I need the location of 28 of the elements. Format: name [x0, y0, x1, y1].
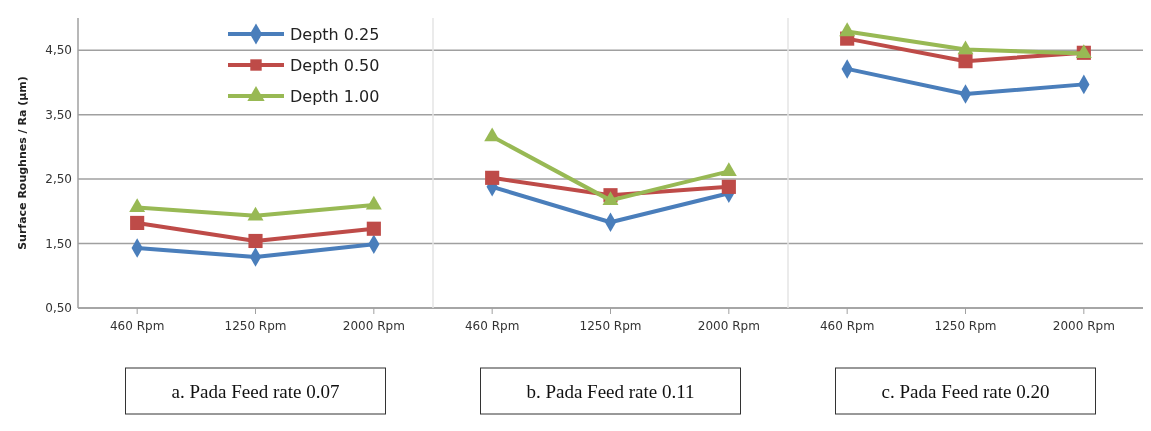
point — [485, 170, 500, 185]
x-tick-label: 1250 Rpm — [224, 319, 287, 333]
point — [839, 22, 856, 37]
legend-label: Depth 0.50 — [290, 55, 380, 75]
y-tick-label: 0,50 — [45, 301, 72, 316]
x-tick-label: 460 Rpm — [819, 319, 875, 333]
x-tick-label: 2000 Rpm — [342, 319, 405, 333]
point — [720, 162, 737, 176]
point — [958, 54, 973, 69]
point — [721, 179, 736, 194]
x-axis-title: a. Pada Feed rate 0.07 — [171, 380, 340, 402]
x-tick-label: 2000 Rpm — [697, 319, 760, 333]
point — [957, 40, 974, 55]
legend-label: Depth 1.00 — [290, 86, 380, 106]
x-tick-label: 1250 Rpm — [579, 319, 642, 333]
y-axis-title: Surface Roughnes / Ra (µm) — [16, 76, 29, 250]
point — [484, 127, 501, 142]
x-tick-label: 2000 Rpm — [1052, 319, 1115, 333]
x-tick-label: 460 Rpm — [109, 319, 165, 333]
y-tick-label: 1,50 — [45, 236, 72, 251]
legend-label: Depth 0.25 — [290, 24, 380, 44]
x-axis-title: b. Pada Feed rate 0.11 — [526, 380, 695, 402]
y-tick-label: 3,50 — [45, 107, 72, 122]
x-axis-title: c. Pada Feed rate 0.20 — [881, 380, 1050, 402]
y-tick-label: 4,50 — [45, 43, 72, 58]
x-tick-label: 460 Rpm — [464, 319, 520, 333]
y-tick-label: 2,50 — [45, 172, 72, 187]
x-tick-label: 1250 Rpm — [934, 319, 997, 333]
